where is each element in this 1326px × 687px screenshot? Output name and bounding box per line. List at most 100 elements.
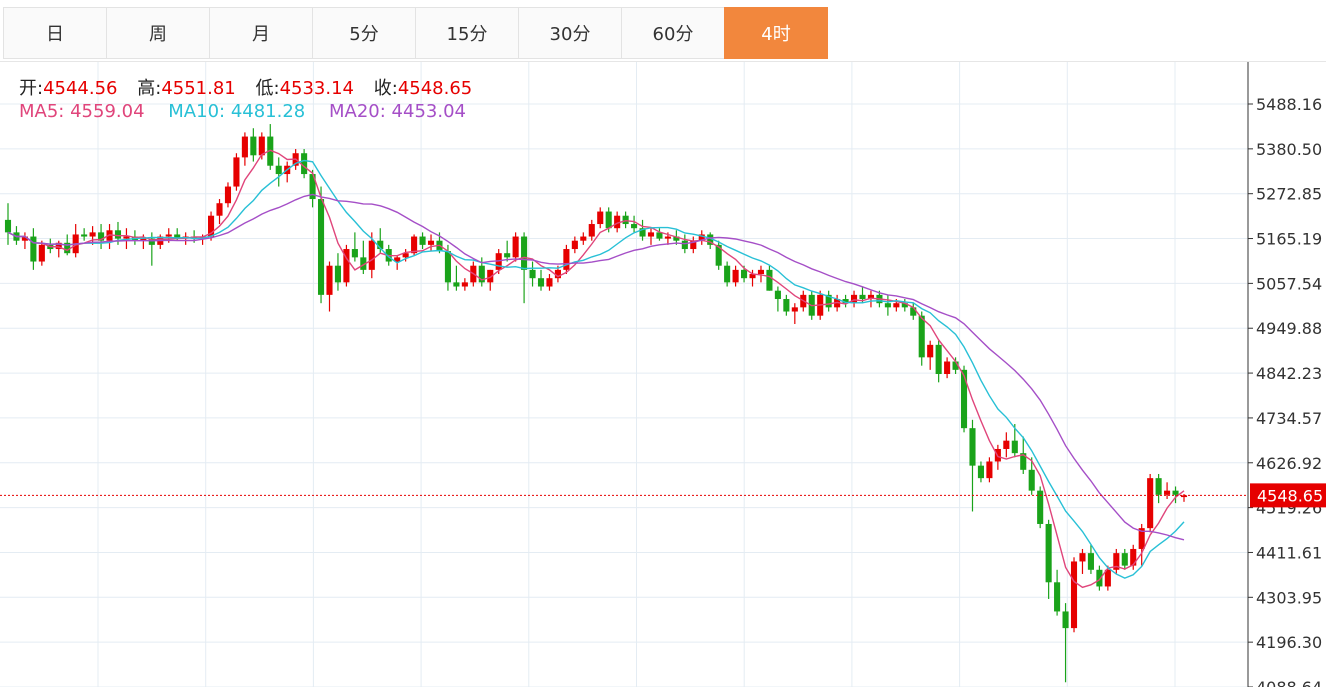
ma5-label: MA5: [19,101,65,122]
ma10-line [7,159,1185,579]
candle-body [1164,490,1171,495]
tab-week[interactable]: 周 [106,7,210,59]
candle-body [1096,569,1103,587]
candle-body [64,242,71,254]
ma5-line [7,149,1185,589]
candle-body [850,294,858,304]
ma10-readout: MA10: 4481.28 [168,101,305,122]
tab-day[interactable]: 日 [3,7,107,59]
candle-body [411,236,418,254]
candle-body [487,269,494,283]
y-axis-tick-label: 4411.61 [1256,543,1322,562]
candle-body [783,299,790,312]
candle-body [1130,548,1137,566]
ma20-readout: MA20: 4453.04 [329,101,466,122]
candle-body [1172,490,1179,495]
y-axis-tick-label: 4842.23 [1256,364,1322,383]
candle-body [208,215,215,237]
candle-body [30,236,37,262]
candle-body [631,224,638,229]
candle-body [825,294,832,308]
candle-body [317,199,325,295]
y-axis-tick-label: 4949.88 [1256,319,1322,338]
y-axis-tick-label: 5488.16 [1256,95,1322,114]
candle-body [1155,478,1162,495]
high-label: 高: [137,78,162,99]
candle-body [1121,553,1128,566]
candle-body [867,294,875,300]
candle-body [377,240,384,250]
tab-month[interactable]: 月 [209,7,313,59]
candle-body [4,219,12,233]
tab-30min[interactable]: 30分 [518,7,622,59]
y-axis-tick-label: 5272.85 [1256,185,1322,204]
candle-body [351,249,358,258]
candle-body [1011,440,1018,454]
candle-body [1070,561,1078,629]
open-value: 4544.56 [43,78,118,99]
candle-body [698,234,705,241]
candle-body [174,234,181,239]
candle-body [901,303,908,308]
candle-body [969,428,976,466]
y-axis-tick-label: 4734.57 [1256,409,1322,428]
candle-body [571,240,578,250]
candle-body [884,303,891,308]
candle-body [918,315,925,358]
tab-15min[interactable]: 15分 [415,7,519,59]
candle-body [529,269,536,279]
high-value: 4551.81 [161,78,236,99]
open-label: 开: [19,78,44,99]
y-axis-tick-label: 5057.54 [1256,274,1322,293]
low-label: 低: [255,78,280,99]
y-axis-tick-label: 4088.64 [1256,678,1322,687]
candle-body [478,265,485,283]
candle-body [334,265,342,283]
y-axis-tick-label: 5380.50 [1256,140,1322,159]
y-axis-tick-label: 4626.92 [1256,454,1322,473]
candle-body [38,244,45,262]
candle-body [504,253,511,258]
candle-body [165,234,172,237]
candle-body [309,174,316,200]
candle-body [563,249,570,270]
candle-body [1003,440,1010,449]
current-price-label: 4548.65 [1257,486,1323,505]
candle-body [664,236,671,239]
ma20-line [7,193,1185,541]
candle-body [724,265,731,283]
candle-body [707,234,714,245]
candle-body [368,240,375,270]
candle-body [402,253,409,258]
header-divider [0,61,1326,62]
candle-body [554,269,561,279]
candle-body [605,211,612,229]
candle-body [1037,490,1044,524]
tab-60min[interactable]: 60分 [621,7,725,59]
tab-5min[interactable]: 5分 [312,7,416,59]
candle-body [647,232,655,237]
candle-body [224,186,232,204]
candle-body [597,211,604,225]
ma20-value: 4453.04 [391,101,466,122]
tab-4hour[interactable]: 4时 [724,7,828,59]
y-axis-tick-label: 5165.19 [1256,230,1322,249]
candle-body [546,278,553,287]
candle-body [81,234,88,237]
candle-body [512,236,519,258]
candle-body [461,282,468,287]
candle-body [690,240,697,250]
candle-body [774,290,781,300]
candle-body [1087,553,1094,570]
candle-body [935,344,942,375]
candle-body [21,236,28,241]
candle-body [614,215,621,229]
candle-body [394,257,401,262]
candle-body [1147,478,1154,529]
period-tabs: 日 周 月 5分 15分 30分 60分 4时 [3,7,828,61]
candle-body [537,278,545,287]
candle-body [1045,523,1052,583]
candle-body [834,299,841,308]
candle-body [588,224,595,237]
